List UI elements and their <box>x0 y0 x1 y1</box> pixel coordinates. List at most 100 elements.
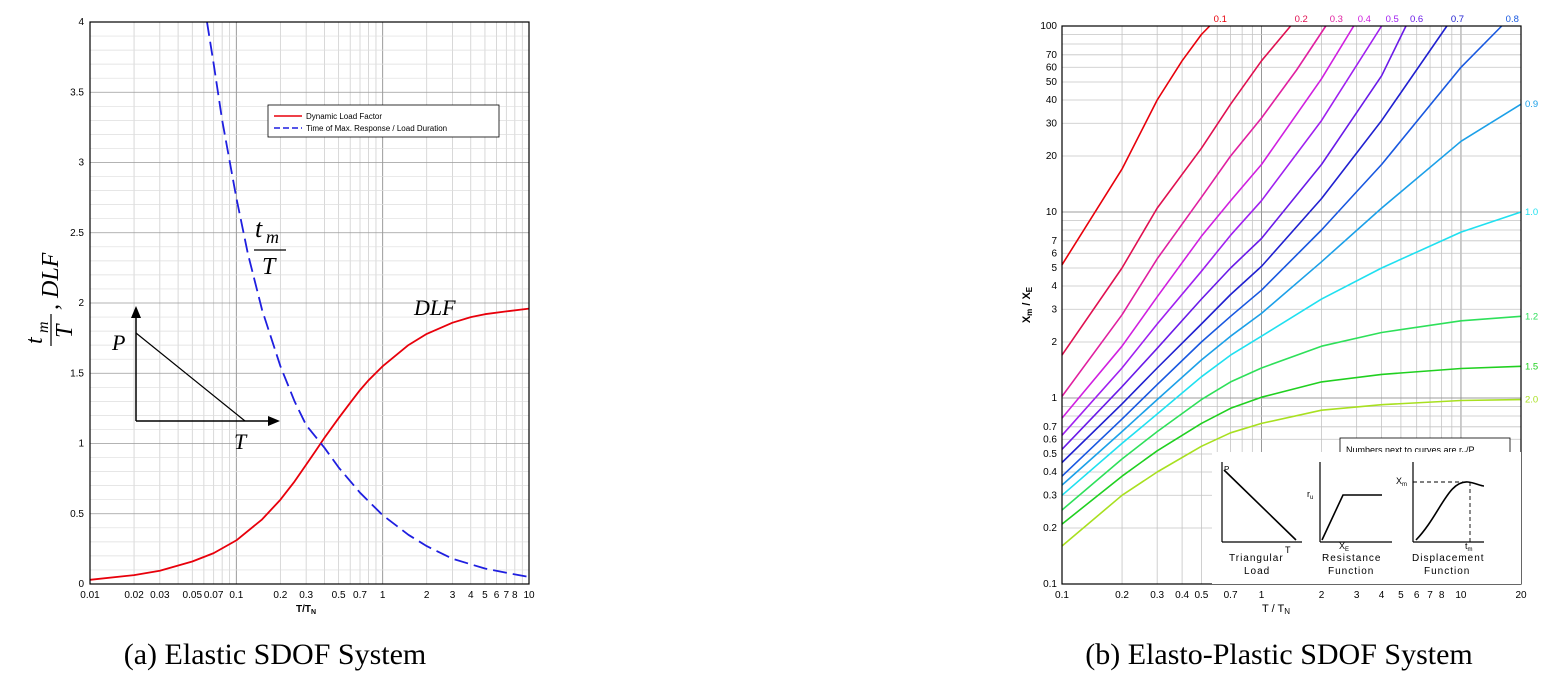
series-line-0.8 <box>1061 25 1503 477</box>
x-tick-label: 0.7 <box>353 590 367 601</box>
curve-label: 0.9 <box>1525 99 1538 110</box>
y-label-T: T <box>52 323 78 338</box>
y-label-m: m <box>35 321 52 333</box>
y-tick-label: 0.1 <box>1043 579 1057 590</box>
series-line-tm-over-t <box>206 21 530 578</box>
x-tick-label: 0.03 <box>150 590 170 601</box>
svg-text:Function: Function <box>1424 566 1470 577</box>
y-tick-labels-b: 0.1 0.2 0.3 0.4 0.5 0.60.7 1 2 3 4 5 67 10 20 30 40 50 60… <box>1040 21 1057 590</box>
svg-text:tm: tm <box>1465 541 1473 553</box>
annotation-tm-over-t: t m T <box>254 214 286 280</box>
y-tick-label: 1.5 <box>70 368 84 379</box>
svg-text:Function: Function <box>1328 566 1374 577</box>
y-tick-label: 50 <box>1046 77 1058 88</box>
inset-displacement-function: Xm tm Displacement Function <box>1396 462 1485 577</box>
curve-label: 0.5 <box>1386 14 1399 25</box>
x-tick-label: 6 <box>1414 590 1420 601</box>
x-tick-label: 3 <box>450 590 456 601</box>
x-tick-label: 7 <box>504 590 510 601</box>
x-tick-label: 0.2 <box>273 590 287 601</box>
x-tick-label: 2 <box>1319 590 1325 601</box>
svg-text:T: T <box>262 254 277 280</box>
x-tick-label: 8 <box>1439 590 1445 601</box>
annotation-dlf: DLF <box>413 295 456 320</box>
series-b <box>1061 25 1522 547</box>
y-label-dlf: , DLF <box>38 252 64 310</box>
x-axis-label-a: T/TN <box>296 604 316 616</box>
load-label-t: T <box>234 429 248 454</box>
y-axis-label-a: t m T , DLF <box>22 252 78 346</box>
y-tick-label: 2 <box>78 298 84 309</box>
x-axis-label-b: T / TN <box>1262 603 1290 616</box>
y-tick-label: 100 <box>1040 21 1057 32</box>
x-tick-label: 0.3 <box>299 590 313 601</box>
curve-label: 1.2 <box>1525 311 1538 322</box>
y-tick-label: 3 <box>78 158 84 169</box>
series-line-0.1 <box>1061 25 1211 266</box>
y-tick-label: 3.5 <box>70 87 84 98</box>
y-tick-label: 0.7 <box>1043 422 1057 433</box>
curve-labels-b: 0.1 0.2 0.3 0.4 0.5 0.6 0.7 0.8 0.9 1.0 1.2 1.5 2.0 <box>1214 14 1539 406</box>
x-tick-label: 2 <box>424 590 430 601</box>
load-label-p: P <box>111 330 125 355</box>
y-tick-label: 1 <box>78 439 84 450</box>
y-tick-labels-a: 0 0.5 1 1.5 2 2.5 3 3.5 4 <box>70 17 84 590</box>
y-tick-label: 20 <box>1046 151 1058 162</box>
y-tick-label: 1 <box>1051 393 1057 404</box>
y-tick-label: 0.3 <box>1043 490 1057 501</box>
caption-a: (a) Elastic SDOF System <box>124 638 426 671</box>
x-tick-label: 6 <box>494 590 500 601</box>
y-tick-label: 0.5 <box>1043 449 1057 460</box>
x-tick-label: 3 <box>1354 590 1360 601</box>
grid-a <box>89 21 530 585</box>
caption-b: (b) Elasto-Plastic SDOF System <box>1085 638 1473 671</box>
y-tick-label: 60 <box>1046 62 1058 73</box>
svg-text:P: P <box>1224 465 1229 474</box>
x-tick-label: 0.1 <box>229 590 243 601</box>
x-tick-label: 1 <box>380 590 386 601</box>
y-tick-label: 0.5 <box>70 509 84 520</box>
panel-a-elastic-chart: 0.01 0.02 0.03 0.05 0.07 0.1 0.2 0.3 0.5 0.7 1 2 3 4 5… <box>22 17 535 616</box>
x-tick-label: 0.1 <box>1055 590 1069 601</box>
arrow-up-icon <box>131 306 141 318</box>
y-tick-label: 40 <box>1046 95 1058 106</box>
x-tick-labels-b: 0.1 0.2 0.3 0.4 0.5 0.7 1 2 3 4 5 6 7 8 10 20 <box>1055 590 1527 601</box>
x-tick-label: 10 <box>523 590 535 601</box>
load-ramp-line <box>135 332 246 422</box>
x-tick-label: 0.05 <box>183 590 203 601</box>
svg-text:Load: Load <box>1244 566 1270 577</box>
x-tick-label: 7 <box>1427 590 1433 601</box>
panel-b-elasto-plastic-chart: 0.1 0.2 0.3 0.4 0.5 0.6 0.7 0.80.91.01.21.52.0 … <box>1021 14 1538 616</box>
x-tick-label: 20 <box>1515 590 1527 601</box>
legend-a: Dynamic Load Factor Time of Max. Respons… <box>267 104 500 138</box>
y-tick-label: 2.5 <box>70 228 84 239</box>
y-tick-label: 30 <box>1046 118 1058 129</box>
x-tick-label: 8 <box>512 590 518 601</box>
legend-label-tm: Time of Max. Response / Load Duration <box>306 124 447 133</box>
y-tick-label: 0 <box>78 579 84 590</box>
y-tick-label: 0.4 <box>1043 467 1057 478</box>
x-tick-label: 4 <box>468 590 474 601</box>
svg-text:Resistance: Resistance <box>1322 553 1381 564</box>
legend-label-dlf: Dynamic Load Factor <box>306 112 382 121</box>
x-tick-label: 0.07 <box>204 590 224 601</box>
svg-text:Displacement: Displacement <box>1412 553 1485 564</box>
y-axis-label-b: Xm / XE <box>1021 286 1034 323</box>
y-label-t: t <box>22 336 48 344</box>
curve-label: 0.6 <box>1410 14 1423 25</box>
svg-text:Xm / XE: Xm / XE <box>1021 286 1034 323</box>
x-tick-label: 0.3 <box>1150 590 1164 601</box>
y-tick-label: 0.2 <box>1043 523 1057 534</box>
y-tick-label: 3 <box>1051 304 1057 315</box>
x-tick-label: 0.02 <box>124 590 144 601</box>
x-tick-label: 5 <box>482 590 488 601</box>
svg-text:Triangular: Triangular <box>1229 553 1284 564</box>
y-tick-label: 70 <box>1046 50 1058 61</box>
y-tick-label: 5 <box>1051 263 1057 274</box>
x-tick-label: 0.4 <box>1175 590 1189 601</box>
plot-frame-a <box>89 21 530 585</box>
x-tick-label: 5 <box>1398 590 1404 601</box>
curve-label: 2.0 <box>1525 395 1538 406</box>
curve-label: 1.5 <box>1525 361 1538 372</box>
arrow-right-icon <box>268 416 280 426</box>
